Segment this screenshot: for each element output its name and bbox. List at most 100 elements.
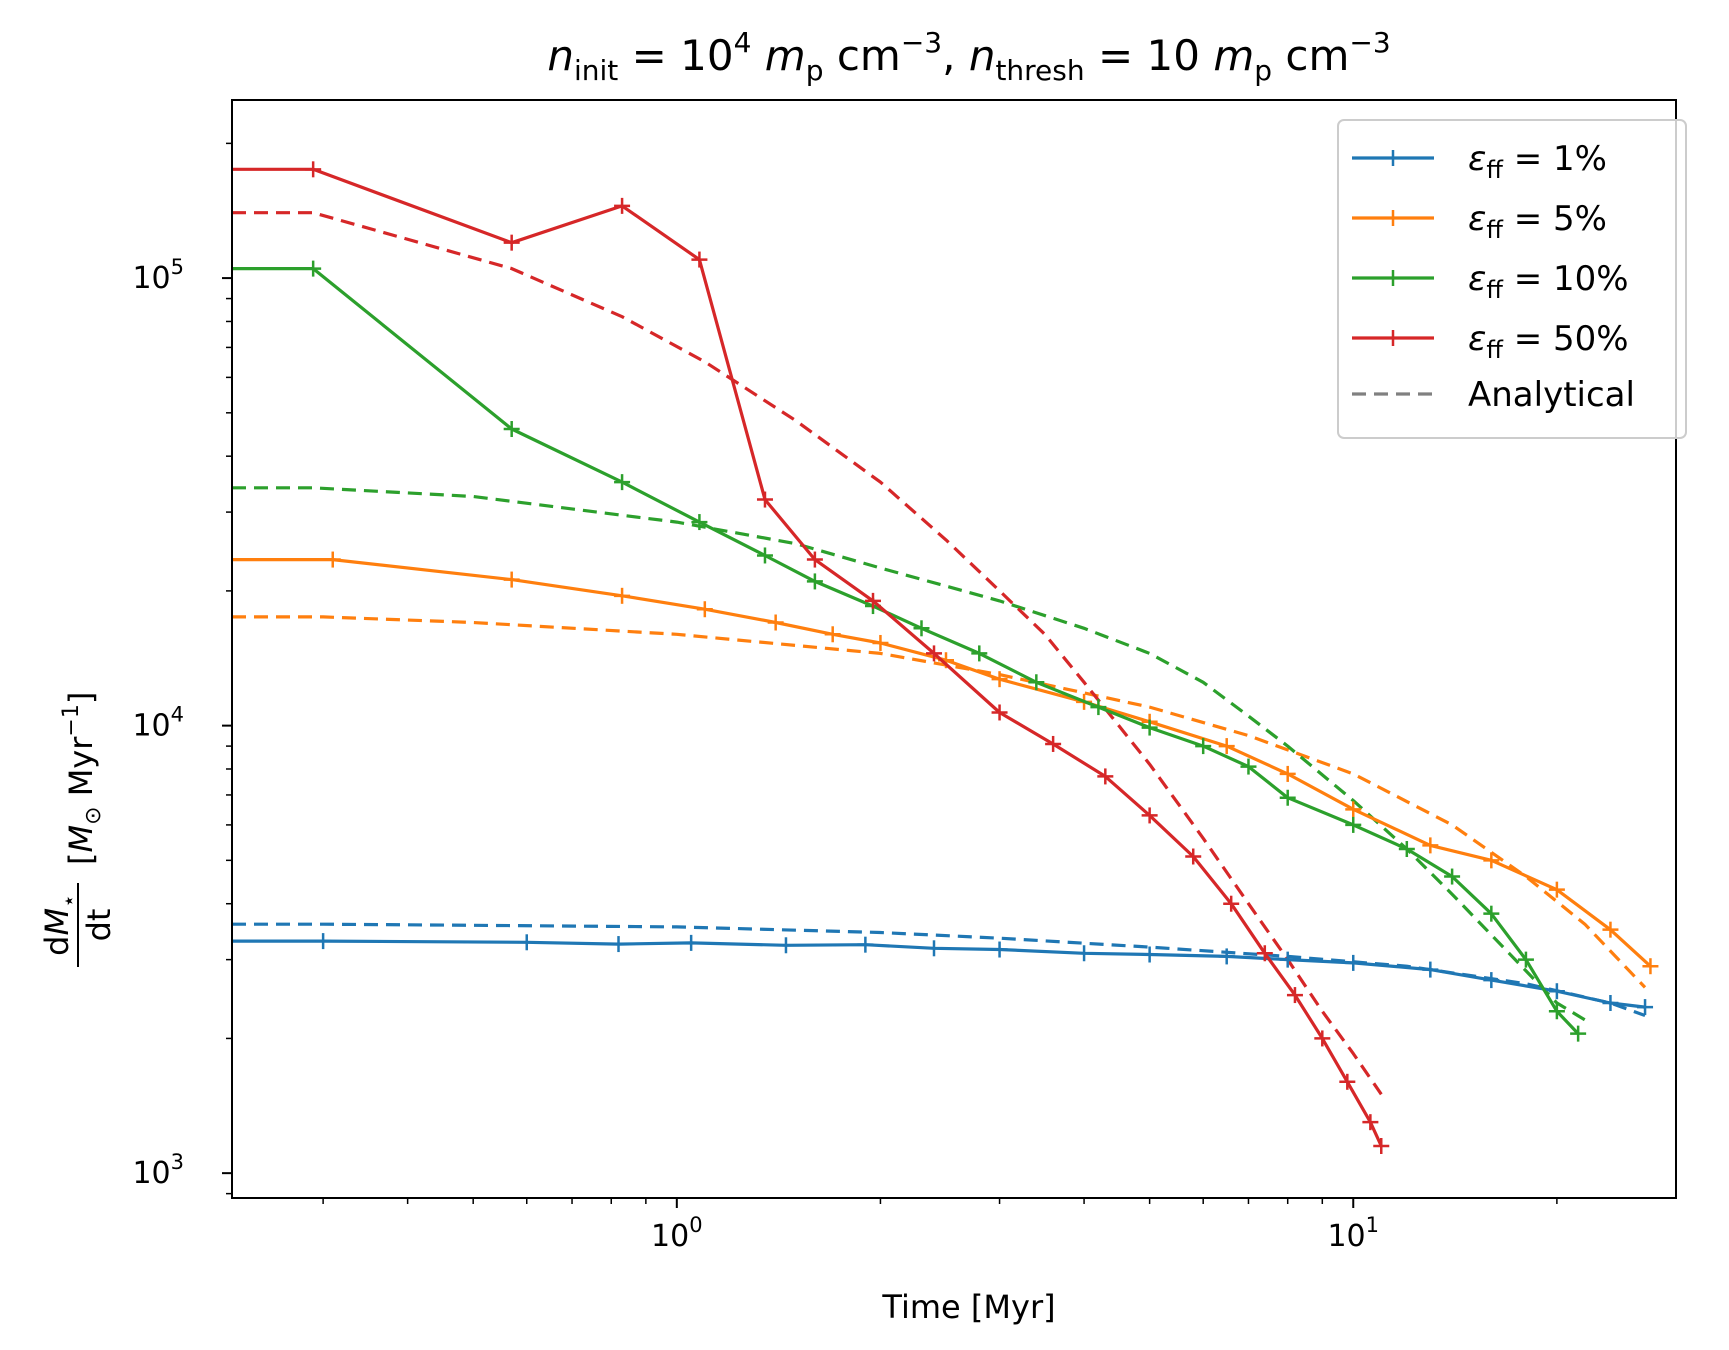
data-point bbox=[1141, 719, 1158, 736]
data-point bbox=[1398, 841, 1415, 858]
data-point bbox=[1483, 972, 1500, 989]
simulation-line bbox=[232, 939, 1646, 1009]
data-point bbox=[1345, 816, 1362, 833]
data-point bbox=[1286, 987, 1303, 1004]
series--ff-5-analytical bbox=[232, 615, 1647, 989]
data-point bbox=[1218, 948, 1235, 965]
data-point bbox=[991, 941, 1008, 958]
data-point bbox=[1141, 946, 1158, 963]
plot-area: 100 101 103 104 105 bbox=[132, 99, 1677, 1254]
data-point bbox=[1602, 921, 1619, 938]
data-point bbox=[1185, 848, 1202, 865]
data-point bbox=[1256, 945, 1273, 962]
data-point bbox=[1028, 674, 1045, 691]
data-point bbox=[1218, 738, 1235, 755]
y-tick-label: 104 bbox=[132, 703, 184, 744]
data-point bbox=[683, 934, 700, 951]
data-point bbox=[926, 645, 943, 662]
data-point bbox=[1141, 807, 1158, 824]
series--ff-1- bbox=[232, 933, 1654, 1016]
data-point bbox=[824, 626, 841, 643]
data-point bbox=[872, 634, 889, 651]
y-tick-label: 105 bbox=[132, 255, 184, 296]
data-point bbox=[1444, 868, 1461, 885]
data-point bbox=[1570, 1025, 1587, 1042]
analytical-line bbox=[232, 486, 1586, 1022]
x-tick-label: 100 bbox=[651, 1213, 703, 1254]
legend-label: εff = 10% bbox=[1468, 259, 1629, 304]
data-point bbox=[1517, 951, 1534, 968]
x-axis-label: Time [Myr] bbox=[881, 1288, 1055, 1326]
data-point bbox=[1279, 765, 1296, 782]
data-point bbox=[1345, 954, 1362, 971]
data-point bbox=[1279, 789, 1296, 806]
data-point bbox=[756, 491, 773, 508]
series--ff-10- bbox=[232, 260, 1587, 1042]
legend-entry: εff = 5% bbox=[1352, 199, 1607, 244]
simulation-line bbox=[232, 557, 1652, 968]
legend-label: εff = 50% bbox=[1468, 319, 1629, 364]
data-point bbox=[1602, 994, 1619, 1011]
data-point bbox=[991, 671, 1008, 688]
data-point bbox=[1076, 945, 1093, 962]
data-point bbox=[1422, 837, 1439, 854]
data-point bbox=[614, 474, 631, 491]
data-point bbox=[1422, 961, 1439, 978]
data-point bbox=[857, 936, 874, 953]
analytical-line bbox=[232, 211, 1383, 1096]
data-point bbox=[614, 197, 631, 214]
svg-text:dt: dt bbox=[80, 909, 118, 942]
data-point bbox=[913, 620, 930, 637]
chart-title: ninit = 104 mp cm−3, nthresh = 10 mp cm−… bbox=[547, 26, 1390, 87]
data-point bbox=[1483, 852, 1500, 869]
legend-entry: εff = 10% bbox=[1352, 259, 1629, 304]
data-point bbox=[1362, 1114, 1379, 1131]
data-point bbox=[777, 937, 794, 954]
data-point bbox=[926, 940, 943, 957]
data-point bbox=[1483, 905, 1500, 922]
data-point bbox=[1090, 699, 1107, 716]
data-point bbox=[696, 601, 713, 618]
data-point bbox=[1045, 735, 1062, 752]
legend-label: Analytical bbox=[1468, 375, 1635, 415]
data-point bbox=[767, 614, 784, 631]
data-point bbox=[806, 551, 823, 568]
legend-entry: εff = 50% bbox=[1352, 319, 1629, 364]
data-point bbox=[503, 234, 520, 251]
data-point bbox=[1373, 1137, 1390, 1154]
data-point bbox=[691, 251, 708, 268]
data-point bbox=[1240, 758, 1257, 775]
legend-label: εff = 1% bbox=[1468, 139, 1607, 184]
data-point bbox=[991, 704, 1008, 721]
data-point bbox=[1637, 999, 1654, 1016]
data-point bbox=[1339, 1073, 1356, 1090]
data-point bbox=[1195, 738, 1212, 755]
y-axis-label: dM⋆ dt [M⊙ Myr−1] bbox=[38, 692, 118, 967]
data-point bbox=[1642, 958, 1659, 975]
svg-text:dM⋆: dM⋆ bbox=[38, 894, 82, 956]
data-point bbox=[1548, 983, 1565, 1000]
data-point bbox=[1548, 881, 1565, 898]
data-point bbox=[1548, 1003, 1565, 1020]
data-point bbox=[324, 551, 341, 568]
legend-box bbox=[1337, 119, 1687, 439]
x-tick-label: 101 bbox=[1327, 1213, 1379, 1254]
data-point bbox=[756, 547, 773, 564]
data-point bbox=[1314, 1030, 1331, 1047]
data-point bbox=[610, 936, 627, 953]
series-layer bbox=[232, 161, 1659, 1154]
data-point bbox=[518, 934, 535, 951]
data-point bbox=[971, 645, 988, 662]
data-point bbox=[1279, 951, 1296, 968]
series--ff-5- bbox=[232, 551, 1659, 975]
axis-ticks: 100 101 103 104 105 bbox=[132, 142, 1558, 1254]
data-point bbox=[614, 587, 631, 604]
analytical-line bbox=[232, 615, 1647, 989]
data-point bbox=[315, 933, 332, 950]
legend-entry: εff = 1% bbox=[1352, 139, 1607, 184]
data-point bbox=[305, 161, 322, 178]
data-point bbox=[503, 571, 520, 588]
data-point bbox=[1223, 895, 1240, 912]
simulation-line bbox=[232, 167, 1383, 1147]
